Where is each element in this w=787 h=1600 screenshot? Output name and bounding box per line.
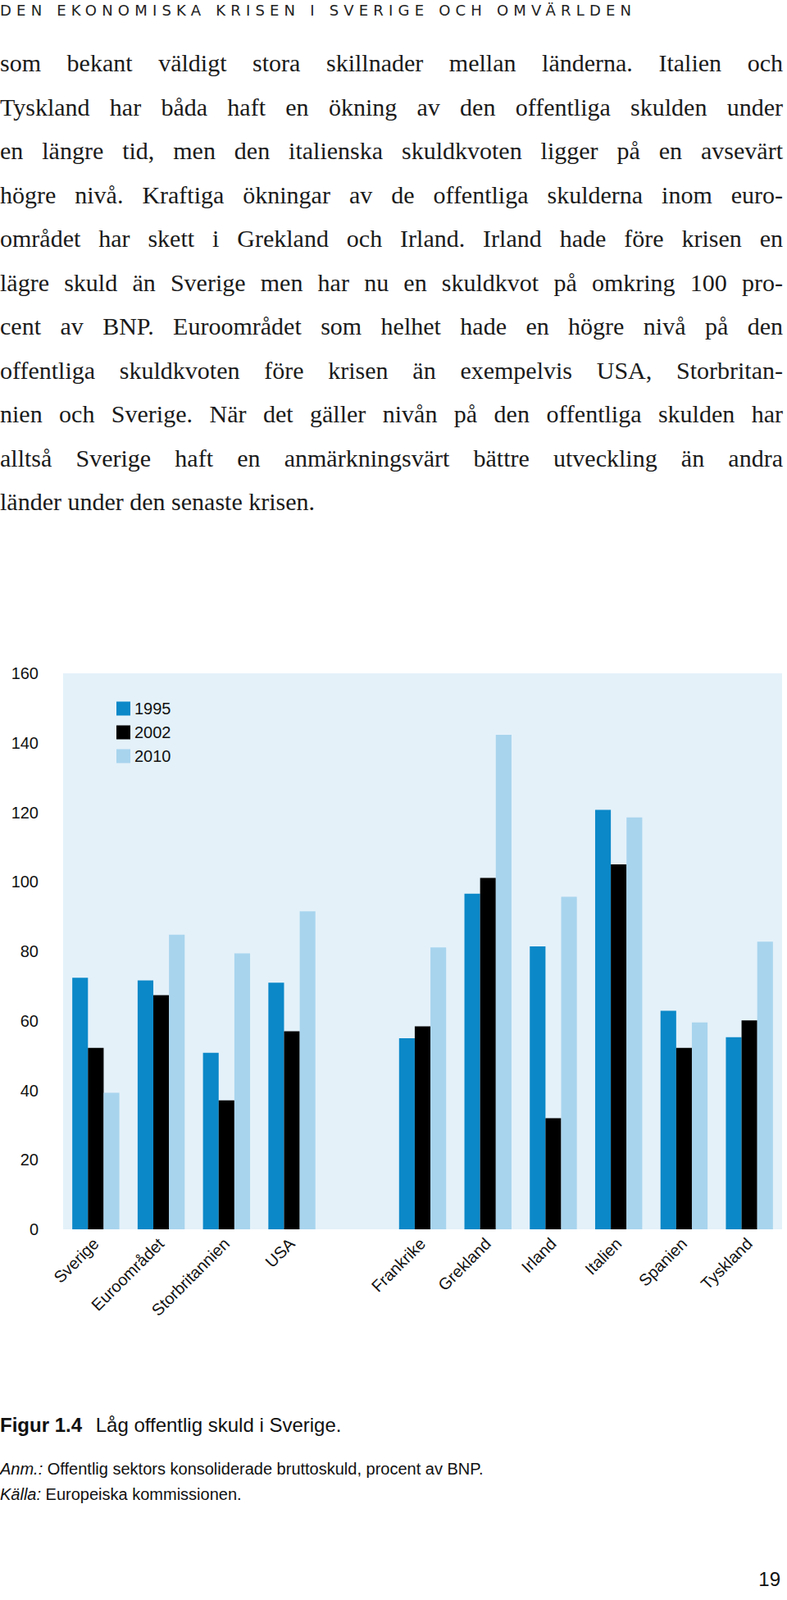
- html-text:offentliga skuldkvoten före kr: offentliga skuldkvoten före krisen än ex…: [0, 356, 783, 384]
- svg-text:Euroområdet: Euroområdet: [87, 1233, 168, 1314]
- html-text:Figur 1.4: Figur 1.4: [0, 1413, 82, 1436]
- svg-text:140: 140: [11, 733, 39, 752]
- svg-text:Storbritannien: Storbritannien: [148, 1233, 234, 1320]
- svg-text:2010: 2010: [134, 746, 172, 765]
- svg-text:Tyskland: Tyskland: [697, 1233, 756, 1292]
- svg-text:Spanien: Spanien: [635, 1233, 691, 1289]
- svg-text:2002: 2002: [134, 723, 172, 742]
- html-text:Låg offentlig skuld i Sverige.: Låg offentlig skuld i Sverige.: [90, 1413, 342, 1436]
- svg-text:Grekland: Grekland: [434, 1233, 495, 1294]
- html-text:alltså Sverige haft en anmärkn: alltså Sverige haft en anmärkningsvärt b…: [0, 443, 783, 471]
- html-text:lägre skuld än Sverige men har: lägre skuld än Sverige men har nu en sku…: [0, 268, 783, 296]
- svg-text:1995: 1995: [134, 699, 172, 718]
- html-text:Anm.: Offentlig sektors konsol: Anm.: Offentlig sektors konsoliderade br…: [0, 1459, 484, 1478]
- svg-text:USA: USA: [261, 1233, 299, 1271]
- html-text:Tyskland har båda haft en ökni: Tyskland har båda haft en ökning av den …: [0, 93, 783, 121]
- svg-text:Irland: Irland: [518, 1233, 560, 1276]
- html-text:området har skett i Grekland o: området har skett i Grekland och Irland.…: [0, 224, 783, 252]
- html-text:högre nivå. Kraftiga ökningar: högre nivå. Kraftiga ökningar av de offe…: [0, 180, 783, 208]
- svg-text:Sverige: Sverige: [50, 1233, 102, 1286]
- html-text:cent av BNP. Euroområdet som h: cent av BNP. Euroområdet som helhet hade…: [0, 312, 783, 340]
- svg-text:0: 0: [29, 1219, 39, 1238]
- html-text:nien och Sverige. När det gäll: nien och Sverige. När det gäller nivån p…: [0, 400, 783, 428]
- html-text:19: 19: [758, 1567, 781, 1590]
- svg-text:Italien: Italien: [581, 1233, 625, 1278]
- svg-text:100: 100: [11, 872, 39, 891]
- html-text:som bekant väldigt stora skill: som bekant väldigt stora skillnader mell…: [0, 49, 783, 77]
- svg-text:160: 160: [11, 664, 39, 683]
- html-text:länder under den senaste krise: länder under den senaste krisen.: [0, 487, 315, 515]
- svg-text:40: 40: [20, 1081, 39, 1100]
- html-text:Källa: Europeiska kommissionen: Källa: Europeiska kommissionen.: [0, 1484, 242, 1503]
- svg-text:80: 80: [20, 941, 39, 960]
- svg-text:120: 120: [11, 803, 39, 822]
- svg-text:60: 60: [20, 1011, 39, 1030]
- html-text:en längre tid, men den italien: en längre tid, men den italienska skuldk…: [0, 136, 783, 164]
- svg-text:20: 20: [20, 1150, 39, 1169]
- html-text:DEN EKONOMISKA KRISEN I SVERIG: DEN EKONOMISKA KRISEN I SVERIGE OCH OMVÄ…: [0, 1, 637, 19]
- svg-text:Frankrike: Frankrike: [368, 1233, 429, 1295]
